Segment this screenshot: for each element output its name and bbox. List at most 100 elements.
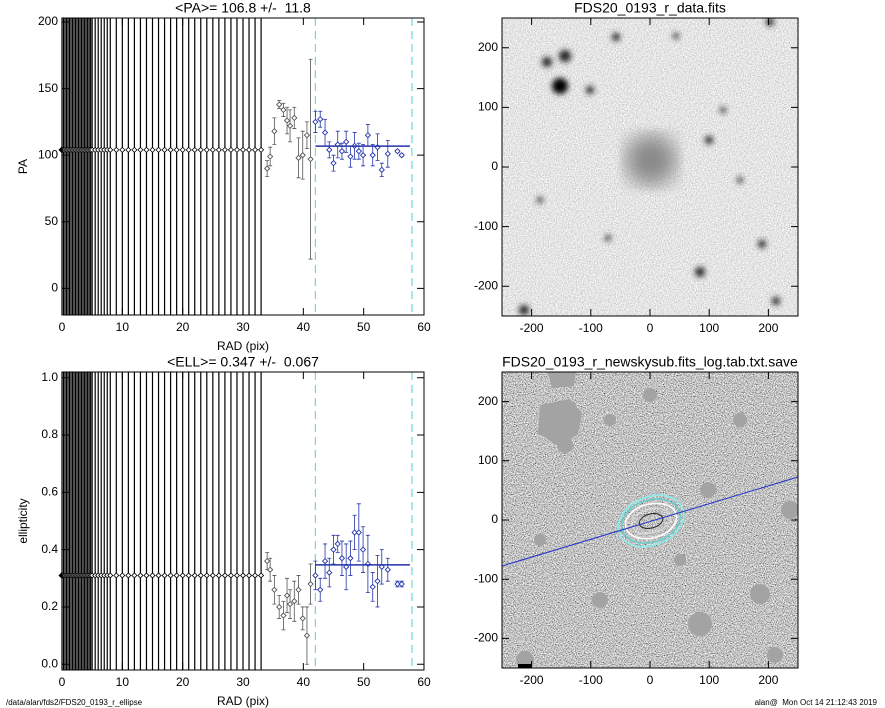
y-tick-label: 0 [491,159,498,173]
data-point [239,572,247,579]
data-point [394,580,401,588]
data-point [191,146,198,153]
data-point [209,572,216,579]
data-point [167,146,174,153]
data-point [398,580,405,588]
data-point [258,146,265,153]
data-point [131,146,138,153]
data-point [303,632,311,639]
y-tick-label: 0.0 [41,656,58,670]
y-tick-label: 0.2 [41,599,58,613]
x-tick-label: 40 [297,675,311,689]
x-tick-label: 60 [417,320,431,334]
chart-title: <ELL>= 0.347 +/- 0.067 [167,354,319,370]
data-point [173,572,180,579]
data-point [364,560,372,568]
y-tick-label: 200 [478,40,498,54]
chart-title: FDS20_0193_r_data.fits [574,0,726,16]
data-point [161,146,168,153]
x-tick-label: 20 [176,675,190,689]
y-tick-label: 0.4 [41,542,58,556]
data-point [276,101,283,108]
data-point [334,540,341,548]
data-point [245,572,253,579]
data-point [143,146,150,153]
data-point [107,146,114,153]
data-point [131,572,138,579]
y-axis-label: PA [16,159,30,174]
y-tick-label: 100 [478,453,498,467]
data-point [343,563,350,570]
data-point [321,557,329,565]
data-point [173,146,180,153]
data-point [364,132,372,139]
isophote-contours [617,494,685,548]
data-point [252,146,259,153]
data-point [326,146,333,153]
data-point [359,546,367,553]
data-point [119,146,126,153]
data-point [239,146,247,153]
x-tick-label: 50 [357,675,371,689]
data-point [280,106,287,114]
data-point [245,146,253,153]
data-point [295,154,302,161]
y-tick-label: -200 [474,631,498,645]
data-point [330,546,337,553]
data-point [227,572,234,579]
x-tick-label: 10 [116,320,130,334]
data-point [179,572,186,579]
data-point [149,572,156,579]
panel: <PA>= 106.8 +/- 11.8 RAD (pix) PA 0 10 20 30 40… [16,0,431,353]
data-point [125,572,132,579]
x-tick-label: -100 [579,673,603,687]
data-point [369,152,376,159]
data-point [227,146,234,153]
data-point [384,566,391,573]
y-tick-label: 0 [51,281,58,295]
sky-image [502,18,798,316]
data-point [276,603,283,611]
x-tick-label: 0 [59,320,66,334]
residual-image [502,372,798,668]
x-tick-label: 60 [417,675,431,689]
data-point [185,572,192,579]
data-point [326,569,333,576]
chart-title: <PA>= 106.8 +/- 11.8 [175,0,311,16]
x-tick-label: 50 [357,320,371,334]
data-point [215,146,222,153]
footer-left: /data/alan/fds2/FDS20_0193_r_ellipse [6,698,143,707]
data-point [258,572,265,579]
data-point [113,572,120,579]
data-point [267,566,274,573]
data-point [125,146,132,153]
y-tick-label: 1.0 [41,370,58,384]
data-point [267,153,274,160]
data-point [374,578,381,585]
x-tick-label: 30 [236,675,250,689]
data-point [149,146,156,153]
data-point [338,148,346,155]
data-point [317,586,324,593]
data-point [338,555,346,562]
data-point [384,150,391,157]
data-point [286,122,294,130]
data-point [307,156,314,163]
x-tick-label: 20 [176,320,190,334]
data-point [197,572,204,579]
data-point [233,572,241,579]
panel: <ELL>= 0.347 +/- 0.067 RAD (pix) elliptici… [16,354,431,708]
x-axis-label: RAD (pix) [217,339,269,353]
data-point [167,572,174,579]
data-point [286,600,294,608]
y-tick-label: 100 [478,100,498,114]
data-point [283,592,291,599]
y-tick-label: 200 [478,394,498,408]
chart-title: FDS20_0193_r_newskysub.fits_log.tab.txt.… [502,354,798,370]
footer-right: alan@ Mon Oct 14 21:12:43 2019 [755,698,878,707]
x-axis-label: RAD (pix) [217,694,269,708]
scale-bar [518,664,532,668]
data-point [221,146,228,153]
data-point [203,146,210,153]
